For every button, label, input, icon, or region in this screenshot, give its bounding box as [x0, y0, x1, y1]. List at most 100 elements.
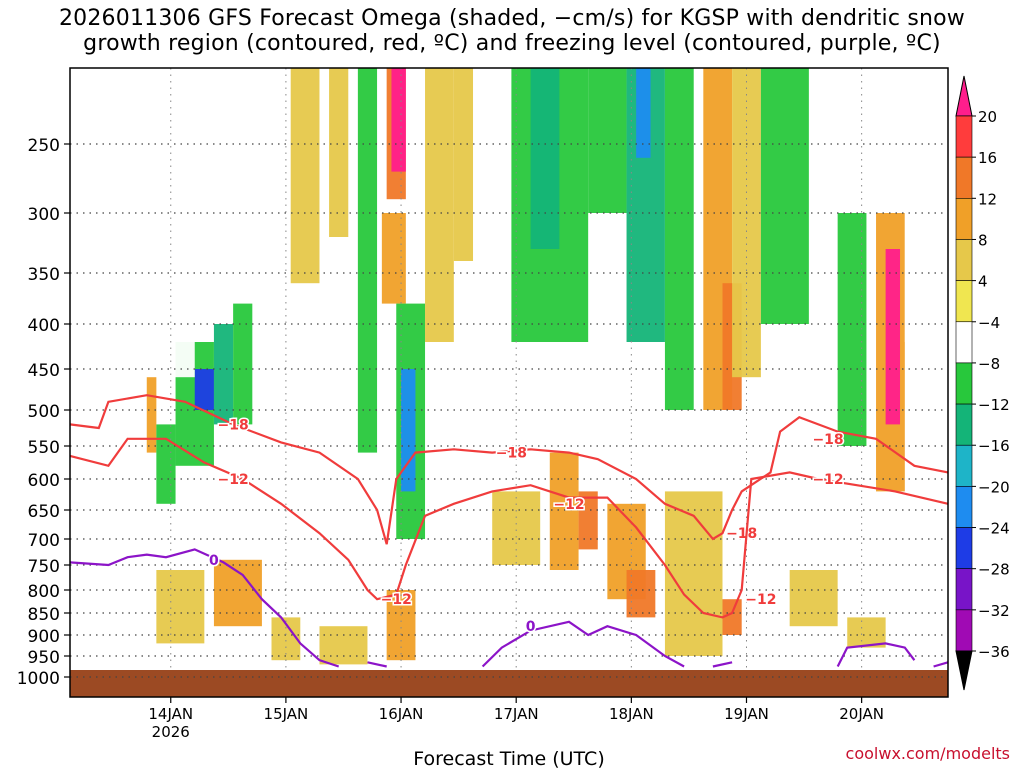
omega-cell	[213, 324, 234, 425]
colorbar-bottom-arrow	[955, 650, 973, 691]
y-tick-label: 850	[28, 605, 60, 625]
omega-cell	[530, 68, 560, 249]
colorbar-label: 12	[978, 190, 997, 208]
omega-cell	[194, 369, 214, 410]
omega-cell	[847, 617, 886, 648]
dgz-minus12-label: −12	[812, 472, 843, 488]
omega-cell	[885, 249, 901, 425]
freezing-0-line	[69, 548, 340, 668]
x-tick-label: 19JAN	[724, 705, 769, 723]
colorbar-label: 16	[978, 149, 997, 167]
colorbar-label: −24	[978, 520, 1010, 538]
dgz-minus12-line	[69, 437, 949, 619]
freezing-0-line-segment	[481, 620, 685, 668]
colorbar-label: −4	[978, 314, 1000, 332]
omega-cell	[146, 377, 157, 453]
x-tick-label: 16JAN	[379, 705, 424, 723]
dgz-minus12-label: −12	[553, 497, 584, 513]
omega-cell	[213, 559, 262, 627]
y-tick-label: 650	[28, 502, 60, 522]
colorbar-label: 20	[978, 108, 997, 126]
omega-cell	[453, 68, 474, 261]
plot-frame	[69, 67, 949, 698]
omega-cell	[357, 68, 378, 453]
colorbar-segment	[955, 239, 973, 281]
colorbar-segment	[955, 156, 973, 199]
omega-cell	[156, 570, 205, 644]
y-tick-label: 700	[28, 531, 60, 551]
colorbar-label: −12	[978, 396, 1010, 414]
omega-cell	[588, 68, 627, 213]
colorbar-segment	[955, 280, 973, 323]
dgz-minus18-label: −18	[726, 526, 757, 542]
dgz-minus18-label: −18	[812, 432, 843, 448]
x-tick-sublabel: 2026	[152, 723, 190, 741]
omega-cell	[319, 626, 368, 665]
colorbar-label: 8	[978, 231, 988, 249]
colorbar-segment	[955, 362, 973, 405]
y-tick-label: 950	[28, 648, 60, 668]
y-tick-label: 750	[28, 557, 60, 577]
y-tick-label: 600	[28, 471, 60, 491]
site-credit: coolwx.com/modelts	[845, 744, 1010, 763]
omega-cell	[904, 68, 948, 342]
omega-cell	[549, 452, 579, 570]
omega-cell	[401, 369, 416, 492]
colorbar-label: −20	[978, 478, 1010, 496]
omega-cell	[636, 68, 651, 158]
colorbar-segment	[955, 527, 973, 569]
y-tick-label: 450	[28, 361, 60, 381]
omega-cell	[626, 570, 656, 618]
colorbar-label: 4	[978, 273, 988, 291]
omega-cell	[425, 68, 454, 342]
dgz-minus18-label: −18	[218, 417, 249, 433]
chart-title: 2026011306 GFS Forecast Omega (shaded, −…	[0, 6, 1024, 56]
y-tick-label: 300	[28, 205, 60, 225]
colorbar-segment	[955, 198, 973, 240]
omega-cell	[789, 570, 838, 627]
dgz-minus18-label: −18	[496, 446, 527, 462]
colorbar-segment	[955, 609, 973, 652]
y-tick-label: 550	[28, 438, 60, 458]
omega-cell	[165, 68, 195, 378]
x-tick-label: 20JAN	[839, 705, 884, 723]
colorbar-label: −28	[978, 561, 1010, 579]
x-tick-label: 14JAN	[148, 705, 193, 723]
y-tick-label: 1000	[17, 669, 60, 689]
freezing-0-line-segment	[367, 661, 387, 668]
omega-cell	[578, 491, 598, 550]
omega-cell	[722, 599, 742, 635]
omega-cell	[732, 68, 761, 378]
freezing-0-line-segment	[836, 642, 916, 667]
colorbar-label: −36	[978, 643, 1010, 661]
freezing-0-line-segment	[933, 661, 949, 668]
omega-cell	[290, 68, 320, 284]
x-tick-label: 18JAN	[609, 705, 654, 723]
freezing-0-label: 0	[526, 619, 536, 635]
omega-cell	[381, 213, 406, 304]
colorbar-top-arrow	[955, 75, 973, 117]
colorbar-segment	[955, 115, 973, 158]
y-tick-label: 350	[28, 265, 60, 285]
omega-cell	[156, 424, 176, 504]
x-tick-label: 15JAN	[264, 705, 309, 723]
omega-cell	[664, 68, 694, 410]
y-tick-label: 400	[28, 316, 60, 336]
omega-cell	[664, 491, 723, 656]
freezing-0-line-segment	[712, 661, 733, 668]
chart-title-line1: 2026011306 GFS Forecast Omega (shaded, −…	[58, 6, 966, 31]
chart-title-line2: growth region (contoured, red, ºC) and f…	[83, 31, 941, 56]
x-axis-label: Forecast Time (UTC)	[413, 748, 604, 768]
y-tick-label: 800	[28, 582, 60, 602]
omega-cell	[233, 303, 253, 425]
colorbar-segment	[955, 444, 973, 487]
omega-cell	[760, 68, 809, 324]
omega-cell	[492, 491, 541, 565]
colorbar-segment	[955, 321, 973, 364]
omega-cell	[261, 213, 282, 453]
colorbar-label: −8	[978, 355, 1000, 373]
x-tick-label: 17JAN	[494, 705, 539, 723]
omega-cell	[914, 452, 948, 504]
y-tick-label: 250	[28, 136, 60, 156]
